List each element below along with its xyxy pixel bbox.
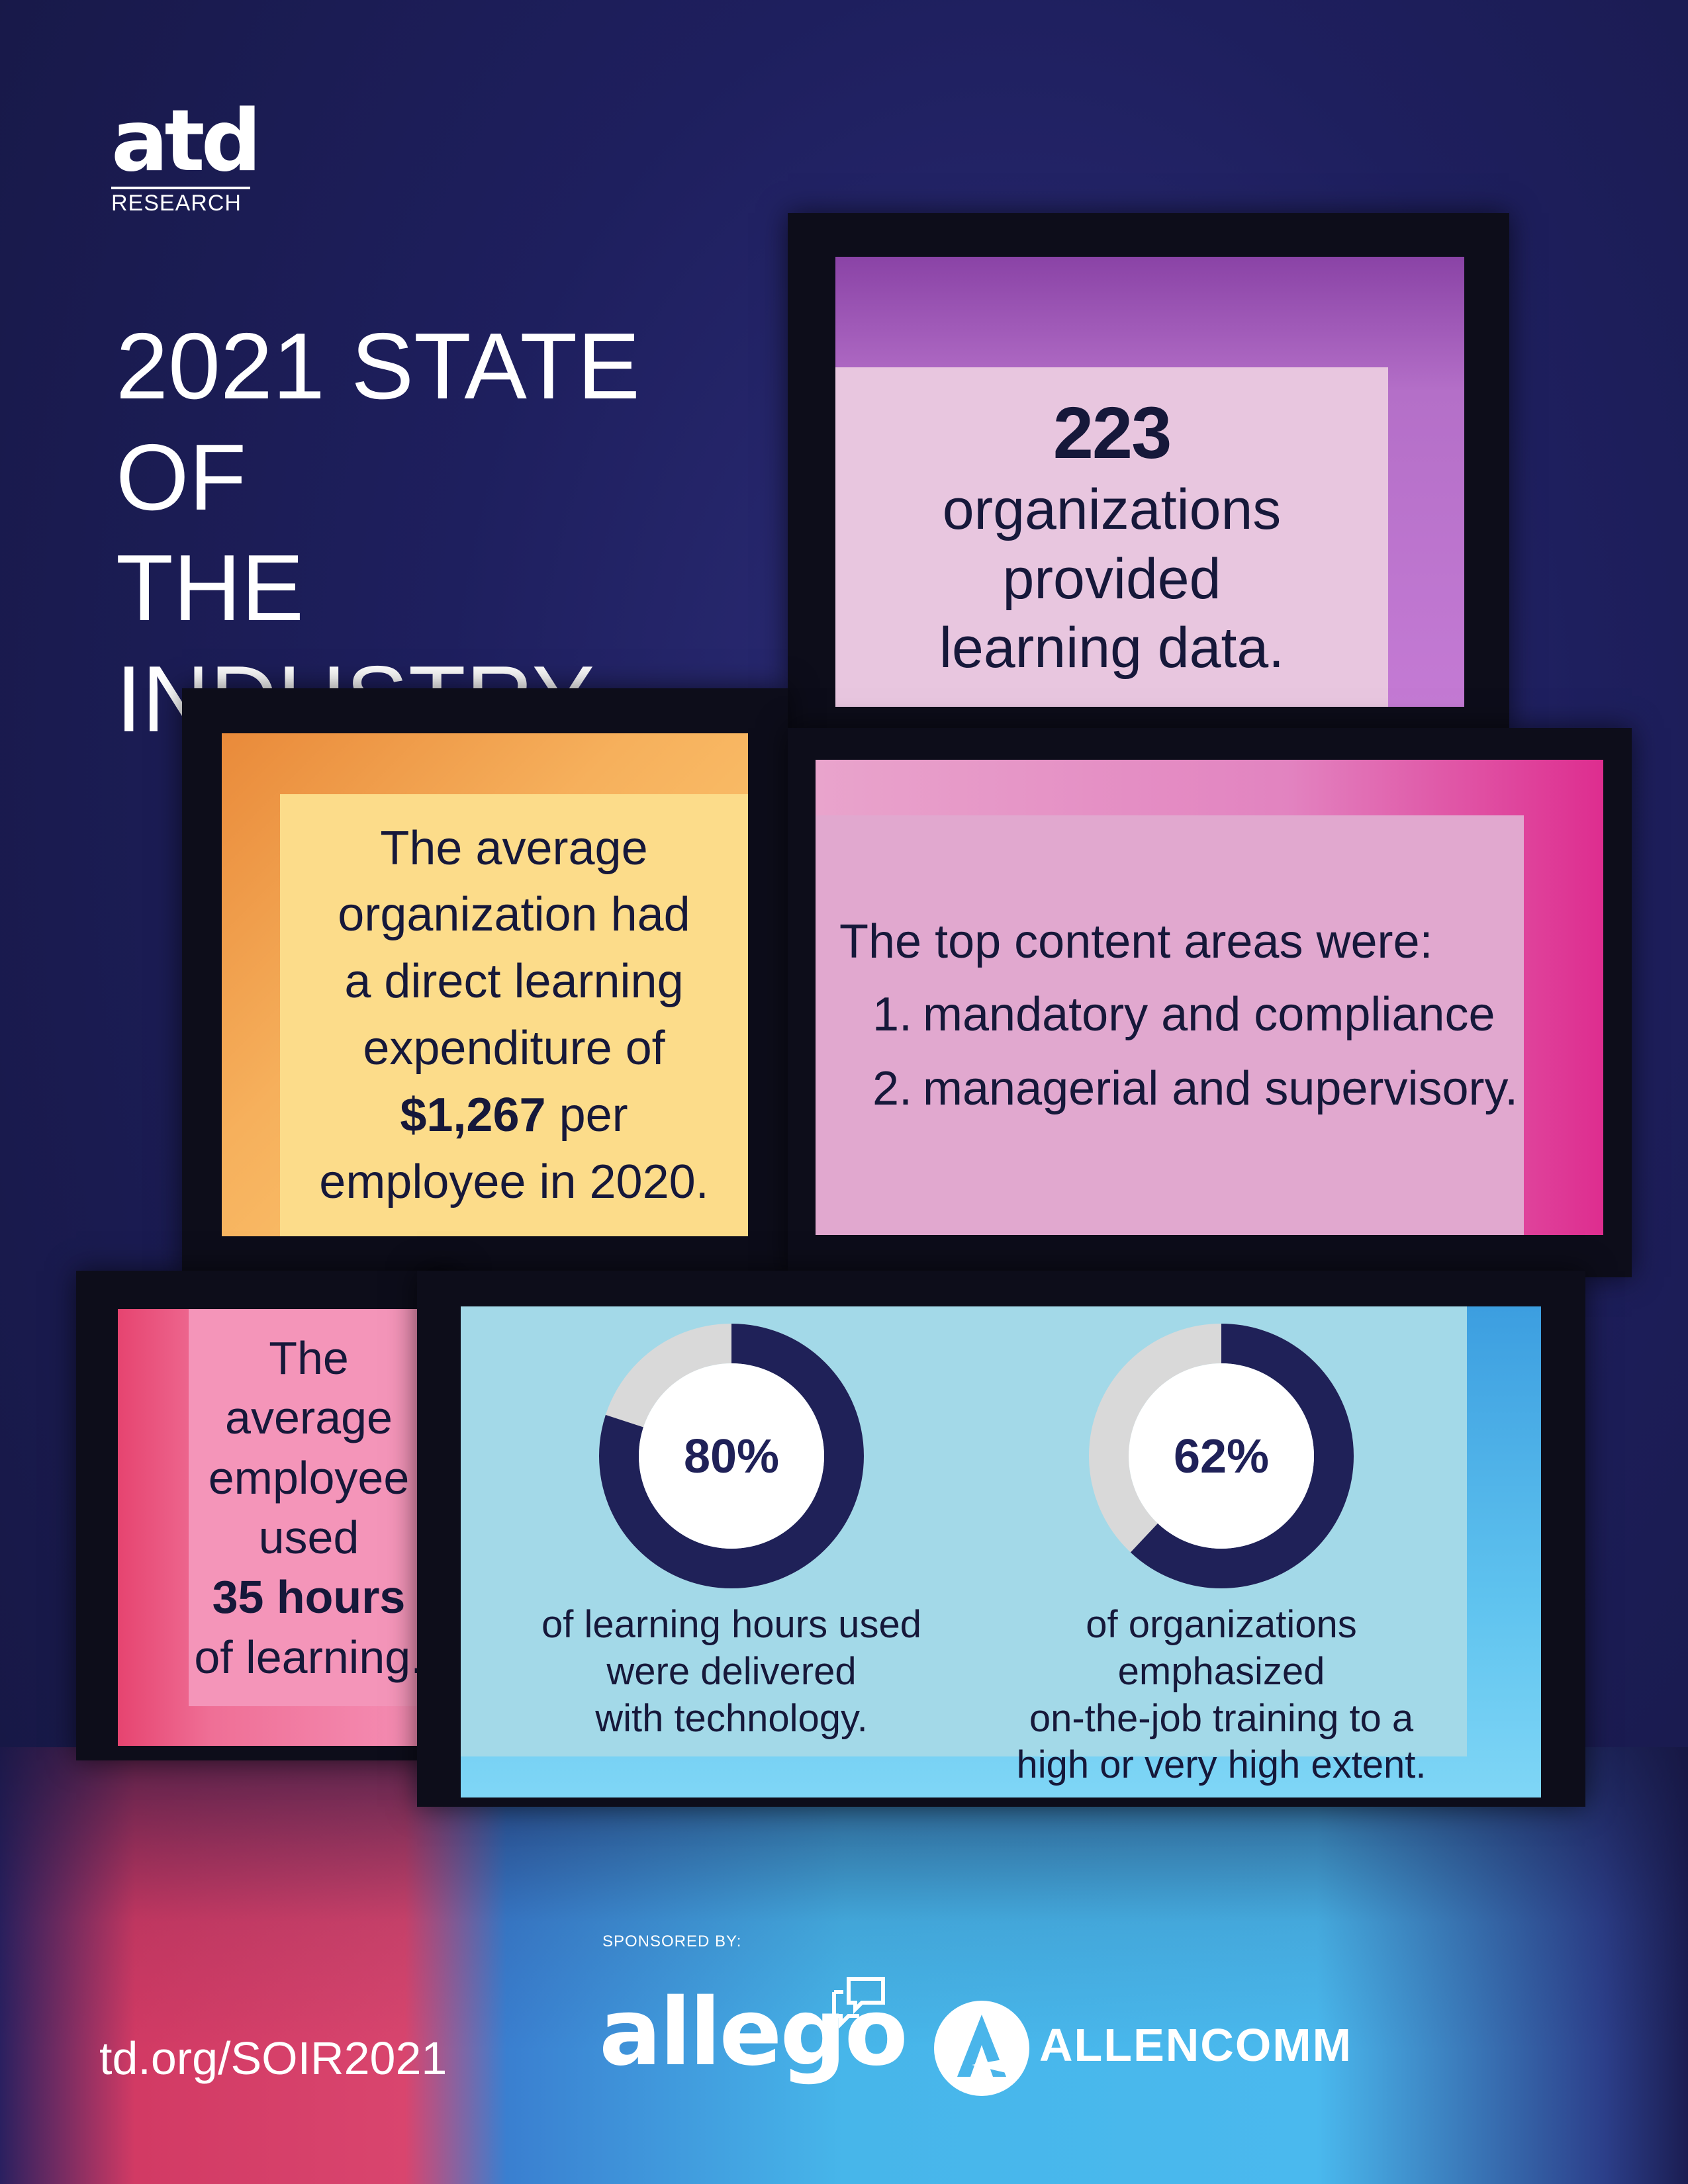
expenditure-line-6: employee in 2020. bbox=[319, 1155, 709, 1208]
donut-label: 62% bbox=[1174, 1430, 1269, 1483]
report-url-link[interactable]: td.org/SOIR2021 bbox=[99, 2032, 447, 2084]
hours-line-3: employee bbox=[208, 1451, 410, 1504]
expenditure-line-1: The average bbox=[380, 821, 648, 875]
content-area-item: 1. mandatory and compliance bbox=[872, 987, 1495, 1042]
hours-amount: 35 hours bbox=[212, 1567, 406, 1627]
donut-center bbox=[639, 1363, 824, 1549]
caption-line: of learning hours used bbox=[541, 1603, 921, 1646]
logo-rule bbox=[111, 187, 250, 189]
content-area-text: mandatory and compliance bbox=[923, 988, 1495, 1041]
expenditure-line-2: organization had bbox=[338, 888, 690, 942]
donut-arc bbox=[599, 1324, 864, 1588]
atd-research-logo: atd RESEARCH bbox=[111, 99, 263, 216]
allencomm-wordmark: ALLENCOMM bbox=[1039, 2019, 1352, 2071]
organizations-count: 223 bbox=[1053, 392, 1172, 474]
logo-subtitle: RESEARCH bbox=[111, 191, 242, 216]
expenditure-line-3: a direct learning bbox=[344, 955, 684, 1009]
caption-line: were delivered bbox=[606, 1649, 857, 1693]
organizations-line-1: organizations bbox=[942, 477, 1282, 541]
donut-caption-technology: of learning hours used were delivered wi… bbox=[530, 1602, 933, 1742]
stat-box-content-areas: The top content areas were: 1. mandatory … bbox=[816, 815, 1524, 1235]
expenditure-line-5: $1,267 per bbox=[400, 1082, 628, 1149]
content-area-number: 1. bbox=[872, 988, 913, 1041]
speech-bubbles-icon bbox=[832, 1977, 885, 2029]
content-area-text: managerial and supervisory. bbox=[923, 1062, 1519, 1115]
donut-arc bbox=[1089, 1324, 1354, 1588]
expenditure-per: per bbox=[545, 1088, 628, 1142]
expenditure-amount: $1,267 bbox=[400, 1088, 546, 1142]
allego-logo: allego bbox=[599, 1979, 908, 2087]
donut-caption-on-the-job: of organizations emphasized on-the-job t… bbox=[980, 1602, 1463, 1789]
donut-chart-technology: 80% bbox=[599, 1324, 864, 1588]
hours-amount-value: 35 hours bbox=[212, 1571, 406, 1623]
allencomm-a-icon bbox=[934, 2001, 1029, 2096]
floor-fade bbox=[0, 1747, 1688, 2184]
expenditure-line-4: expenditure of bbox=[363, 1022, 665, 1075]
hours-line-5: of learning. bbox=[194, 1631, 424, 1683]
organizations-line-3: learning data. bbox=[939, 616, 1285, 680]
hours-line-4: used bbox=[258, 1512, 359, 1563]
caption-line: with technology. bbox=[595, 1696, 868, 1740]
content-area-number: 2. bbox=[872, 1062, 913, 1115]
stat-box-expenditure: The average organization had a direct le… bbox=[280, 794, 748, 1236]
content-areas-heading: The top content areas were: bbox=[839, 915, 1433, 968]
stat-box-hours: The average employee used 35 hours of le… bbox=[189, 1309, 429, 1706]
stat-box-organizations: 223 organizations provided learning data… bbox=[835, 367, 1388, 707]
content-area-item: 2. managerial and supervisory. bbox=[872, 1062, 1518, 1116]
hours-line-2: average bbox=[225, 1392, 393, 1444]
caption-line: of organizations emphasized bbox=[1086, 1603, 1357, 1693]
donut-label: 80% bbox=[684, 1430, 779, 1483]
caption-line: on-the-job training to a bbox=[1029, 1696, 1414, 1740]
hours-line-1: The bbox=[269, 1332, 349, 1385]
caption-line: high or very high extent. bbox=[1016, 1743, 1427, 1787]
sponsored-by-label: SPONSORED BY: bbox=[602, 1933, 742, 1950]
donut-center bbox=[1129, 1363, 1314, 1549]
organizations-line-2: provided bbox=[1002, 547, 1221, 611]
title-line-1: 2021 STATE OF bbox=[116, 314, 640, 530]
donut-chart-on-the-job: 62% bbox=[1089, 1324, 1354, 1588]
logo-brand: atd bbox=[111, 92, 261, 191]
